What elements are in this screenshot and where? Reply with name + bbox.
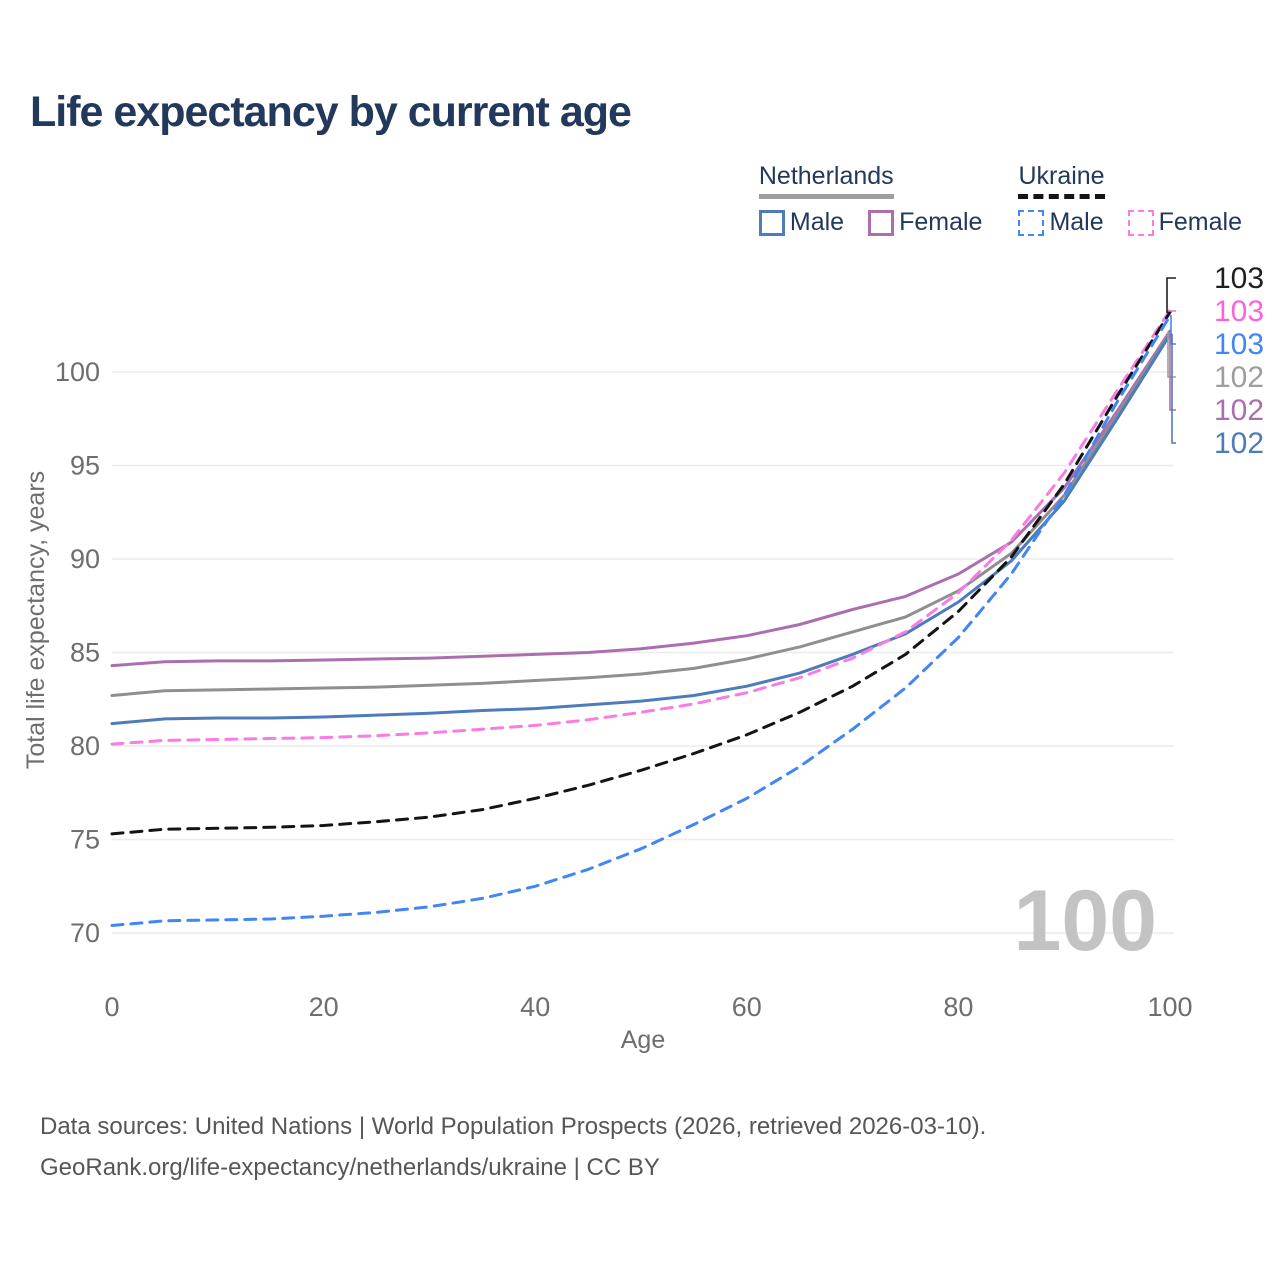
legend-item-netherlands-male[interactable]: Male [758, 208, 845, 237]
netherlands-female-swatch-icon [868, 209, 895, 236]
data-sources-line: Data sources: United Nations | World Pop… [40, 1113, 987, 1140]
end-value-label: 103 [1214, 328, 1264, 361]
series-line-netherlands-male [110, 333, 1172, 726]
y-tick-label-90: 90 [70, 544, 100, 574]
end-label-connector [1170, 333, 1176, 444]
end-value-label: 102 [1214, 361, 1264, 394]
series-line-ukraine-female [110, 308, 1172, 746]
y-tick-label-75: 75 [70, 825, 100, 855]
end-label-connector [1170, 315, 1176, 345]
legend-item-netherlands-female[interactable]: Female [868, 208, 982, 237]
legend-item-label: Female [1158, 208, 1242, 236]
legend-item-label: Female [899, 208, 983, 236]
series-line-ukraine-combined [110, 310, 1172, 836]
x-tick-label-40: 40 [520, 992, 550, 1022]
x-tick-label-100: 100 [1147, 992, 1192, 1022]
end-value-label: 103 [1214, 295, 1264, 328]
x-tick-label-0: 0 [104, 992, 119, 1022]
series-line-ukraine-male [110, 314, 1172, 927]
chart-legend: Netherlands Male Female Ukraine Male Fem… [758, 162, 1242, 237]
ukraine-female-swatch-icon [1127, 209, 1154, 236]
legend-group-ukraine: Ukraine Male Female [1018, 162, 1242, 237]
end-label-connector [1169, 330, 1176, 411]
y-tick-label-85: 85 [70, 638, 100, 668]
y-tick-label-80: 80 [70, 731, 100, 761]
y-tick-label-100: 100 [55, 357, 100, 387]
end-value-label: 103 [1214, 262, 1264, 295]
chart-footer: Data sources: United Nations | World Pop… [40, 1106, 986, 1188]
legend-row-ukraine: Male Female [1018, 208, 1242, 237]
x-tick-label-20: 20 [309, 992, 339, 1022]
page-title: Life expectancy by current age [30, 88, 632, 136]
age-watermark: 100 [1014, 873, 1158, 969]
end-value-label: 102 [1214, 427, 1264, 460]
netherlands-male-swatch-icon [758, 209, 785, 236]
x-tick-label-60: 60 [732, 992, 762, 1022]
end-label-connector [1166, 277, 1176, 313]
legend-row-netherlands: Male Female [758, 208, 982, 237]
legend-item-label: Male [789, 208, 845, 236]
legend-country-ukraine[interactable]: Ukraine [1018, 162, 1105, 199]
end-label-connector [1168, 309, 1176, 312]
attribution-line: GeoRank.org/life-expectancy/netherlands/… [40, 1154, 660, 1181]
series-line-netherlands-female [110, 329, 1172, 668]
legend-item-label: Male [1049, 208, 1104, 236]
legend-group-netherlands: Netherlands Male Female [758, 162, 982, 237]
ukraine-male-swatch-icon [1018, 209, 1045, 236]
legend-item-ukraine-male[interactable]: Male [1018, 208, 1104, 237]
y-axis-title: Total life expectancy, years [22, 471, 50, 769]
y-tick-label-70: 70 [70, 918, 100, 948]
series-line-netherlands-combined [110, 331, 1172, 697]
y-tick-label-95: 95 [70, 451, 100, 481]
end-value-label: 102 [1214, 394, 1264, 427]
x-tick-label-80: 80 [943, 992, 973, 1022]
x-axis-title: Age [621, 1026, 665, 1054]
legend-country-netherlands[interactable]: Netherlands [758, 162, 894, 199]
legend-item-ukraine-female[interactable]: Female [1127, 208, 1242, 237]
